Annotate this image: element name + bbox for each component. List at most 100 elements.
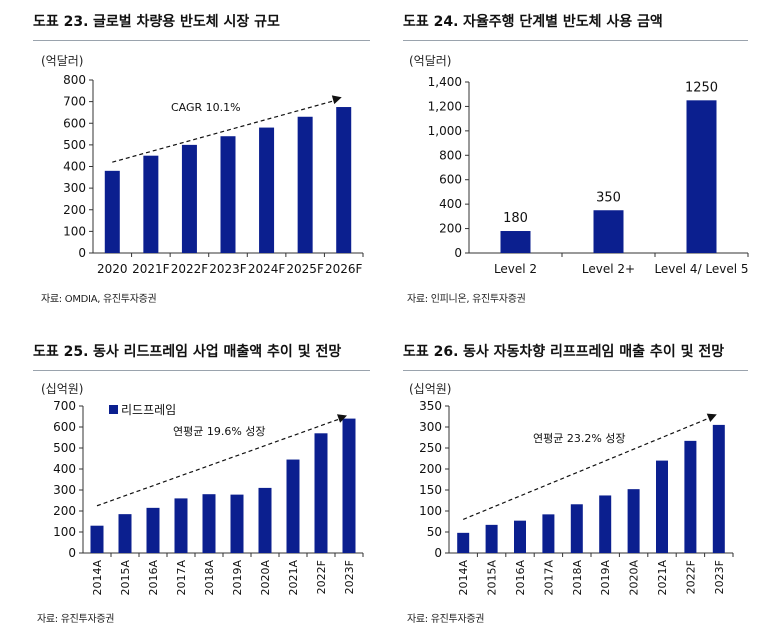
y-tick-label: 400 xyxy=(439,197,462,211)
y-tick-label: 0 xyxy=(78,246,86,260)
x-tick-label: 2019A xyxy=(599,560,612,596)
x-tick-label: 2024F xyxy=(248,262,286,276)
title-text: 동사 리드프레임 사업 매출액 추이 및 전망 xyxy=(93,344,342,360)
y-tick-label: 200 xyxy=(53,504,76,518)
y-tick-label: 350 xyxy=(419,399,442,413)
growth-annotation: CAGR 10.1% xyxy=(171,101,241,114)
bar xyxy=(570,504,583,553)
bar xyxy=(118,514,132,553)
bar xyxy=(143,155,159,253)
title-rule xyxy=(403,40,748,41)
x-tick-label: 2019A xyxy=(231,560,244,596)
title-rule xyxy=(403,370,748,371)
data-label: 1250 xyxy=(685,80,718,95)
x-tick-label: 2021A xyxy=(287,560,300,596)
y-tick-label: 0 xyxy=(434,546,442,560)
growth-annotation: 연평균 23.2% 성장 xyxy=(533,432,626,445)
figure-label: 도표 25. xyxy=(33,344,89,360)
x-tick-label: Level 2 xyxy=(494,262,537,276)
chart-panel-3: 도표 25. 동사 리드프레임 사업 매출액 추이 및 전망 (십억원) 0 100… xyxy=(33,338,373,634)
y-tick-label: 1,200 xyxy=(428,99,462,113)
y-tick-label: 600 xyxy=(63,116,86,130)
x-tick-label: 2016A xyxy=(514,560,527,596)
growth-annotation: 연평균 19.6% 성장 xyxy=(173,425,266,438)
bar xyxy=(457,532,470,553)
unit-label: (억달러) xyxy=(409,54,452,68)
trend-line xyxy=(462,416,712,520)
bar xyxy=(627,489,640,553)
x-tick-label: 2021A xyxy=(656,560,669,596)
legend-swatch xyxy=(109,405,118,414)
y-tick-label: 500 xyxy=(53,441,76,455)
bar xyxy=(485,524,498,553)
y-tick-label: 150 xyxy=(419,483,442,497)
chart-title: 도표 25. 동사 리드프레임 사업 매출액 추이 및 전망 xyxy=(33,338,341,366)
y-tick-label: 100 xyxy=(63,224,86,238)
x-tick-label: Level 4/ Level 5 xyxy=(654,262,748,276)
y-tick-label: 400 xyxy=(53,462,76,476)
bar xyxy=(220,136,236,253)
y-tick-label: 400 xyxy=(63,160,86,174)
trend-line xyxy=(112,99,336,163)
bar xyxy=(258,487,272,553)
y-tick-label: 200 xyxy=(439,222,462,236)
x-tick-label: 2023F xyxy=(209,262,247,276)
data-label: 350 xyxy=(596,190,621,205)
source-note: 자료: 유진투자증권 xyxy=(37,614,115,625)
y-tick-label: 0 xyxy=(454,246,462,260)
x-tick-label: 2023F xyxy=(713,560,726,594)
bar xyxy=(297,116,313,253)
y-tick-label: 800 xyxy=(63,73,86,87)
bar xyxy=(90,525,104,553)
y-tick-label: 500 xyxy=(63,138,86,152)
bar xyxy=(146,507,160,553)
trend-line xyxy=(96,417,342,507)
bar xyxy=(342,418,356,553)
bar xyxy=(686,100,717,253)
bar xyxy=(174,498,188,553)
x-tick-label: 2021F xyxy=(132,262,170,276)
bar xyxy=(684,440,697,553)
bar-chart: 0 50 100 150 200 250 300 350 2014A 2015A 2016A 2017… xyxy=(419,399,734,596)
x-tick-label: 2014A xyxy=(91,560,104,596)
y-tick-label: 300 xyxy=(53,483,76,497)
x-tick-label: 2014A xyxy=(457,560,470,596)
chart-panel-1: 도표 23. 글로벌 차량용 반도체 시장 규모 (억달러) 0 100 200 300… xyxy=(33,8,373,308)
y-tick-label: 600 xyxy=(53,420,76,434)
figure-label: 도표 24. xyxy=(403,14,459,30)
y-tick-label: 100 xyxy=(53,525,76,539)
x-tick-label: 2016A xyxy=(147,560,160,596)
bar xyxy=(712,424,725,553)
title-rule xyxy=(33,370,370,371)
x-tick-label: 2020 xyxy=(97,262,128,276)
source-note: 자료: 유진투자증권 xyxy=(407,614,485,625)
bar xyxy=(286,459,300,553)
chart-panel-4: 도표 26. 동사 자동차향 리프프레임 매출 추이 및 전망 (십억원) 0 50… xyxy=(403,338,753,634)
chart-title: 도표 23. 글로벌 차량용 반도체 시장 규모 xyxy=(33,8,280,36)
y-tick-label: 600 xyxy=(439,173,462,187)
x-tick-label: 2026F xyxy=(325,262,363,276)
y-tick-label: 200 xyxy=(419,462,442,476)
x-tick-label: 2023F xyxy=(343,560,356,594)
title-rule xyxy=(33,40,370,41)
bar xyxy=(656,460,668,553)
x-tick-label: 2017A xyxy=(542,560,555,596)
title-text: 자율주행 단계별 반도체 사용 금액 xyxy=(463,14,663,30)
bar xyxy=(259,127,275,253)
x-tick-label: 2022F xyxy=(684,560,697,594)
title-text: 글로벌 차량용 반도체 시장 규모 xyxy=(93,14,280,30)
bar xyxy=(314,433,328,553)
bar xyxy=(542,514,555,553)
data-label: 180 xyxy=(503,211,528,226)
y-tick-label: 200 xyxy=(63,203,86,217)
bar xyxy=(593,210,624,253)
x-tick-label: 2015A xyxy=(119,560,132,596)
chart-title: 도표 26. 동사 자동차향 리프프레임 매출 추이 및 전망 xyxy=(403,338,724,366)
x-tick-label: 2022F xyxy=(171,262,209,276)
trend-arrowhead xyxy=(331,95,342,105)
y-tick-label: 300 xyxy=(419,420,442,434)
bar xyxy=(230,494,244,553)
y-tick-label: 700 xyxy=(53,399,76,413)
y-tick-label: 1,400 xyxy=(428,75,462,89)
